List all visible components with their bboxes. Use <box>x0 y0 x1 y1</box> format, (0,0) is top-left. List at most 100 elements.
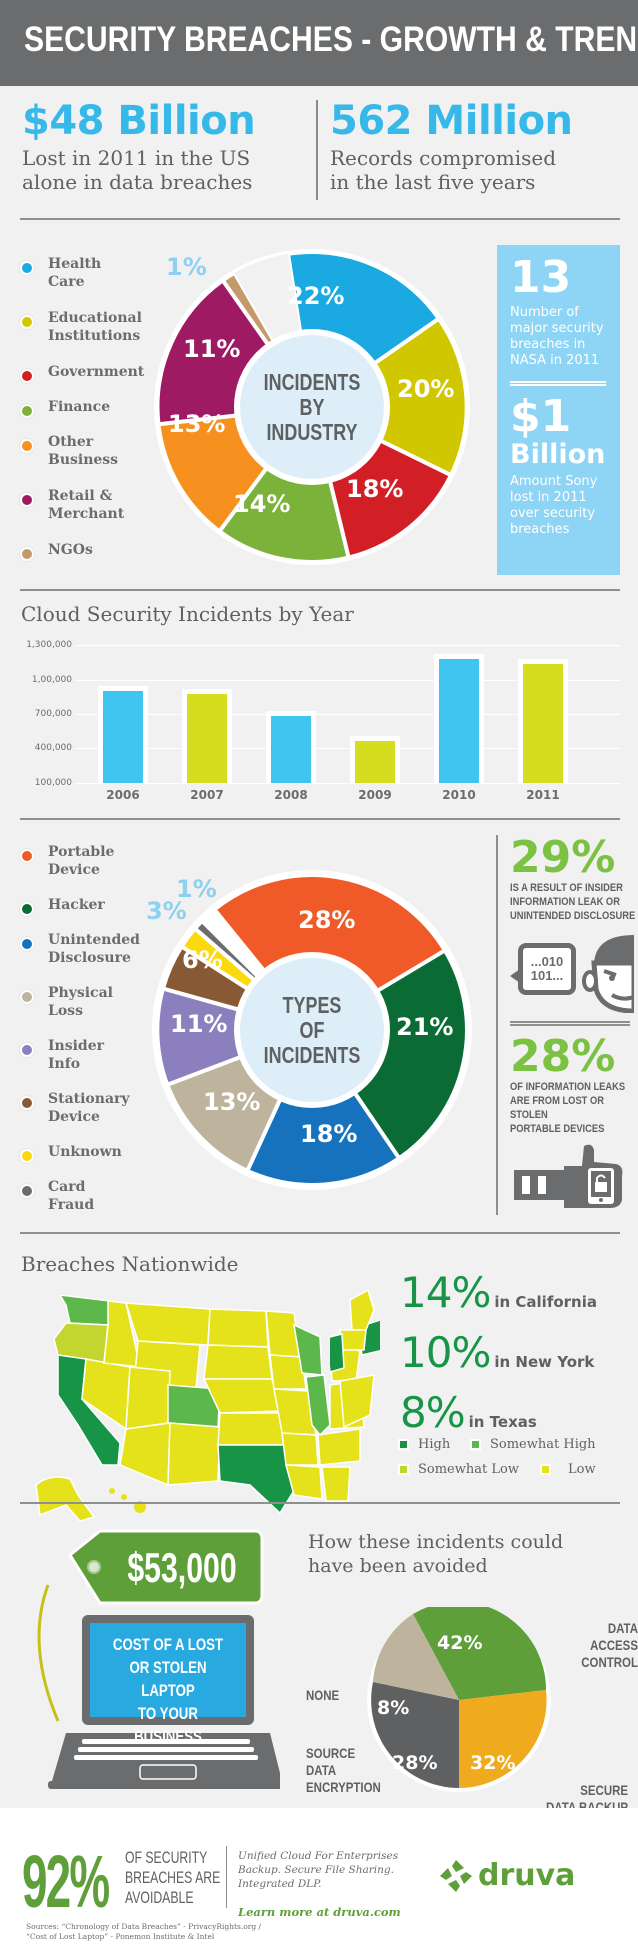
legend-label: Finance <box>48 399 111 415</box>
gridline <box>75 714 620 715</box>
stat-value: 562 Million <box>330 98 573 144</box>
x-tick: 2009 <box>358 788 392 802</box>
pie-value-data-access: 42% <box>437 1632 483 1654</box>
header-banner: SECURITY BREACHES - GROWTH & TRENDS <box>0 0 638 86</box>
segment-label: 18% <box>346 475 404 503</box>
legend-label: Physical Loss <box>48 985 113 1019</box>
stat-texas: 8% in Texas <box>400 1388 537 1437</box>
legend-swatch-icon <box>398 1439 409 1450</box>
nationwide-title: Breaches Nationwide <box>21 1252 239 1276</box>
pie-value-secure-backup: 32% <box>470 1752 516 1774</box>
industry-donut-chart: INCIDENTS BY INDUSTRY 22% 20% 18% 14% 13… <box>150 245 475 570</box>
pie-label-none: NONE <box>306 1687 340 1703</box>
divider <box>20 1502 620 1504</box>
avoidable-caption: OF SECURITY BREACHES ARE AVOIDABLE <box>125 1848 221 1907</box>
pie-value-source-encryption: 28% <box>392 1752 438 1774</box>
legend-item: Portable Device <box>20 843 114 879</box>
insider-stat-caption: IS A RESULT OF INSIDER INFORMATION LEAK … <box>510 882 636 922</box>
legend-dot-icon <box>20 1043 34 1057</box>
segment-label: 22% <box>287 282 345 310</box>
bar-2009 <box>350 736 400 783</box>
insider-stat-value: 29% <box>510 832 616 883</box>
legend-swatch-icon <box>470 1439 481 1450</box>
legend-label: High <box>418 1437 451 1452</box>
legend-dot-icon <box>20 849 34 863</box>
divider <box>20 589 620 591</box>
stat-value: $48 Billion <box>22 98 256 144</box>
legend-item: Card Fraud <box>20 1178 94 1214</box>
product-description: Unified Cloud For Enterprises Backup. Se… <box>238 1850 399 1890</box>
y-tick: 100,000 <box>34 778 72 788</box>
legend-label: Hacker <box>48 897 105 913</box>
gridline <box>75 748 620 749</box>
bar-2006 <box>98 686 148 783</box>
y-tick: 1,00,000 <box>31 675 72 685</box>
legend-label: Government <box>48 364 145 380</box>
legend-dot-icon <box>20 404 34 418</box>
hacker-face-icon <box>582 935 634 1013</box>
pie-label-source-encryption: SOURCE DATA ENCRYPTION <box>306 1745 381 1795</box>
legend-item: Insider Info <box>20 1037 104 1073</box>
donut-center-label: TYPES OF INCIDENTS <box>240 958 384 1102</box>
divider <box>226 1846 227 1908</box>
sources-text: Sources: “Chronology of Data Breaches” -… <box>26 1922 262 1941</box>
legend-dot-icon <box>20 261 34 275</box>
legend-dot-icon <box>20 1149 34 1163</box>
new-england-region <box>325 1288 380 1384</box>
donut-center-label: INCIDENTS BY INDUSTRY <box>240 335 384 479</box>
stat-value: 10% <box>400 1328 491 1377</box>
x-tick: 2011 <box>526 788 560 802</box>
legend-dot-icon <box>20 1096 34 1110</box>
druva-logo[interactable]: druva <box>440 1858 575 1893</box>
x-tick: 2010 <box>442 788 476 802</box>
legend-dot-icon <box>20 547 34 561</box>
legend-label: Unintended Disclosure <box>48 932 140 966</box>
cloud-bar-chart: 1,300,000 1,00,000 700,000 400,000 100,0… <box>20 640 620 802</box>
page-title: SECURITY BREACHES - GROWTH & TRENDS <box>24 20 638 59</box>
segment-label: 20% <box>397 375 455 403</box>
legend-item: Other Business <box>20 433 118 469</box>
legend-label: Unknown <box>48 1144 122 1160</box>
legend-item: Stationary Device <box>20 1090 130 1126</box>
avoided-pie-chart <box>367 1607 551 1792</box>
legend-item: Retail & Merchant <box>20 487 124 523</box>
legend-item: NGOs <box>20 541 93 561</box>
legend-dot-icon <box>20 902 34 916</box>
y-tick: 700,000 <box>34 709 72 719</box>
gridline <box>75 645 620 646</box>
x-tick: 2008 <box>274 788 308 802</box>
legend-label: NGOs <box>48 542 93 558</box>
legend-item: Somewhat Low <box>398 1462 519 1477</box>
legend-item: Hacker <box>20 896 105 916</box>
legend-dot-icon <box>20 937 34 951</box>
legend-label: Somewhat Low <box>418 1462 519 1477</box>
binary-text: ...010 101... <box>530 954 564 983</box>
nasa-stat-caption: Number of major security breaches in NAS… <box>510 305 604 368</box>
divider <box>20 1232 620 1234</box>
outer-segment-label: 1% <box>166 253 207 281</box>
stolen-phone-hand-icon <box>514 1144 623 1208</box>
legend-dot-icon <box>20 990 34 1004</box>
legend-item: Government <box>20 363 144 383</box>
sony-stat-caption: Amount Sony lost in 2011 over security b… <box>510 474 598 537</box>
gridline <box>75 680 620 681</box>
segment-label: 21% <box>396 1013 454 1041</box>
y-tick: 1,300,000 <box>26 640 72 650</box>
segment-label: 14% <box>233 490 291 518</box>
segment-label: 28% <box>298 906 356 934</box>
legend-label: Insider Info <box>48 1038 104 1072</box>
center-text: INCIDENTS BY INDUSTRY <box>263 368 361 445</box>
divider <box>20 818 620 820</box>
portable-stat-value: 28% <box>510 1031 616 1082</box>
learn-more-link[interactable]: Learn more at druva.com <box>238 1905 401 1919</box>
segment-label: 13% <box>203 1088 261 1116</box>
types-donut-chart: TYPES OF INCIDENTS 28% 21% 18% 13% 11% 6… <box>150 868 475 1193</box>
pie-label-data-access: DATA ACCESS CONTROL <box>581 1620 638 1670</box>
nasa-sony-stats-box: 13 Number of major security breaches in … <box>497 245 620 575</box>
outer-segment-label: 1% <box>176 875 217 903</box>
legend-item: Somewhat High <box>470 1437 596 1452</box>
stat-new-york: 10% in New York <box>400 1328 594 1377</box>
industry-legend: Health Care Educational Institutions Gov… <box>20 255 150 565</box>
stat-value: 14% <box>400 1268 491 1317</box>
legend-label: Card Fraud <box>48 1179 95 1213</box>
